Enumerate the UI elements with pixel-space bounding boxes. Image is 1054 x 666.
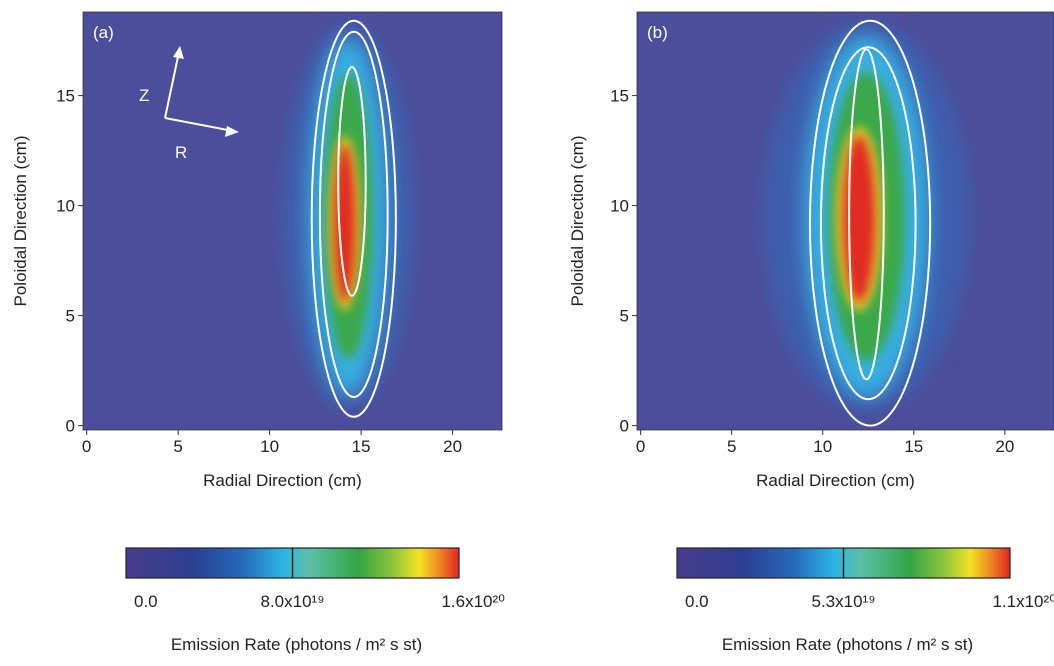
- y-tick-label: 5: [620, 307, 629, 326]
- y-tick-label: 15: [610, 87, 629, 106]
- colorbar-tick-label: 8.0x10¹⁹: [261, 592, 325, 611]
- x-tick-label: 10: [813, 437, 832, 456]
- x-axis-label: Radial Direction (cm): [756, 471, 915, 490]
- heatmap: [83, 12, 502, 430]
- contour: [337, 65, 367, 297]
- heatmap: [637, 12, 1054, 430]
- y-tick-label: 0: [620, 417, 629, 436]
- r-arrow: [164, 117, 234, 132]
- panel-label: (a): [93, 23, 114, 42]
- x-tick-label: 15: [352, 437, 371, 456]
- x-tick-label: 5: [173, 437, 182, 456]
- y-tick-label: 10: [610, 197, 629, 216]
- colorbar-tick-label: 5.3x10¹⁹: [812, 592, 876, 611]
- colorbar-label: Emission Rate (photons / m² s st): [171, 635, 422, 654]
- y-tick-label: 0: [66, 417, 75, 436]
- panel-label: (b): [647, 23, 668, 42]
- y-axis-label: Poloidal Direction (cm): [11, 136, 30, 307]
- z-arrow-head: [173, 46, 184, 59]
- y-axis-label: Poloidal Direction (cm): [568, 136, 587, 307]
- contour: [848, 48, 885, 381]
- annotation: R: [175, 143, 187, 162]
- contour: [318, 30, 389, 398]
- colorbar-tick-label: 1.1x10²⁰: [992, 592, 1054, 611]
- plot-frame: [82, 11, 503, 431]
- plot-frame: [636, 11, 1054, 431]
- x-tick-label: 5: [727, 437, 736, 456]
- y-tick-label: 15: [56, 87, 75, 106]
- z-arrow: [164, 51, 180, 119]
- contour: [808, 19, 932, 427]
- heatmap-core: [842, 135, 876, 303]
- colorbar-tick-label: 0.0: [134, 592, 158, 611]
- x-tick-label: 0: [82, 437, 91, 456]
- y-tick-label: 10: [56, 197, 75, 216]
- colorbar-tick-label: 0.0: [685, 592, 709, 611]
- x-tick-label: 20: [995, 437, 1014, 456]
- contour: [819, 46, 917, 401]
- x-tick-label: 20: [443, 437, 462, 456]
- x-axis-label: Radial Direction (cm): [203, 471, 362, 490]
- contour: [310, 19, 397, 418]
- x-tick-label: 10: [260, 437, 279, 456]
- x-tick-label: 15: [904, 437, 923, 456]
- annotation: Z: [139, 86, 149, 105]
- colorbar-label: Emission Rate (photons / m² s st): [722, 635, 973, 654]
- x-tick-label: 0: [636, 437, 645, 456]
- r-arrow-head: [225, 126, 239, 137]
- colorbar-tick-label: 1.6x10²⁰: [441, 592, 505, 611]
- y-tick-label: 5: [66, 307, 75, 326]
